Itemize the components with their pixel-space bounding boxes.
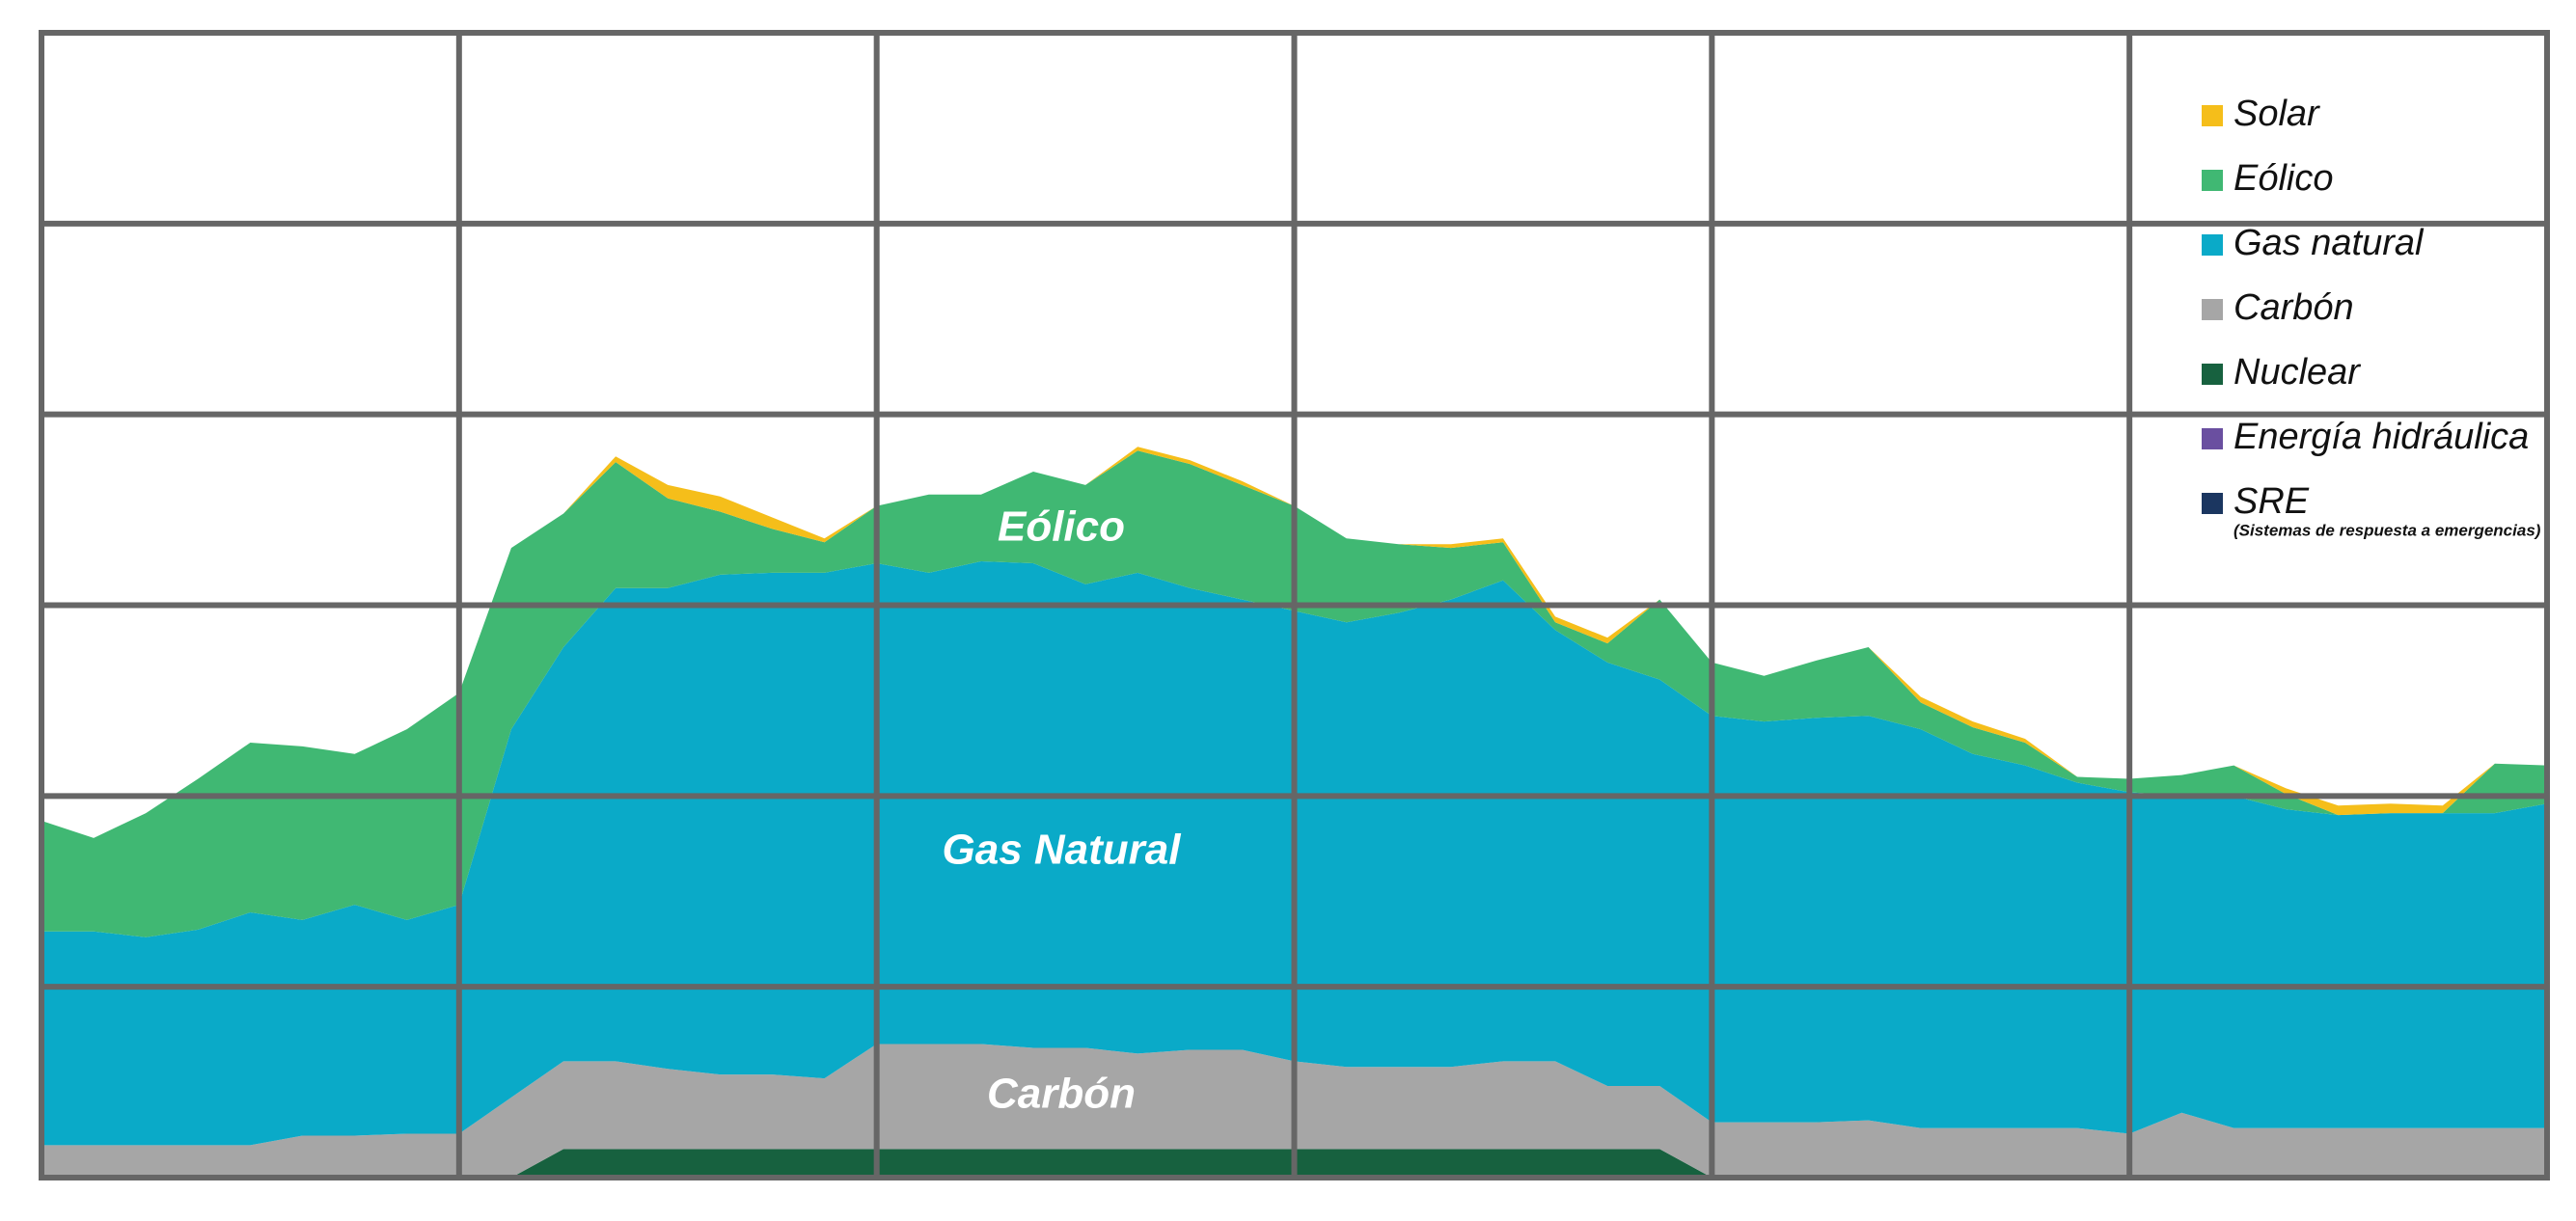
legend-swatch — [2202, 364, 2223, 385]
legend-label: Carbón — [2233, 287, 2354, 328]
legend-swatch — [2202, 299, 2223, 320]
legend-swatch — [2202, 234, 2223, 256]
labels: Eólico Gas Natural Carbón — [943, 503, 1182, 1118]
legend-note: (Sistemas de respuesta a emergencias) — [2233, 521, 2541, 539]
grid — [39, 30, 2550, 1180]
legend: Solar Eólico Gas natural Carbón Nuclear Energ… — [2202, 94, 2541, 539]
legend-label: Nuclear — [2233, 352, 2361, 393]
legend-swatch — [2202, 105, 2223, 126]
annotation: Gas Natural — [943, 827, 1182, 874]
legend-label: Solar — [2233, 94, 2320, 134]
area — [41, 450, 2547, 937]
legend-swatch — [2202, 428, 2223, 449]
legend-label: Gas natural — [2233, 223, 2425, 263]
legend-label: Energía hidráulica — [2233, 417, 2529, 457]
legend-label: Eólico — [2233, 158, 2334, 199]
legend-swatch — [2202, 170, 2223, 191]
annotation: Carbón — [987, 1071, 1136, 1118]
legend-label: SRE — [2233, 481, 2310, 522]
legend-swatch — [2202, 493, 2223, 514]
annotation: Eólico — [998, 503, 1125, 551]
